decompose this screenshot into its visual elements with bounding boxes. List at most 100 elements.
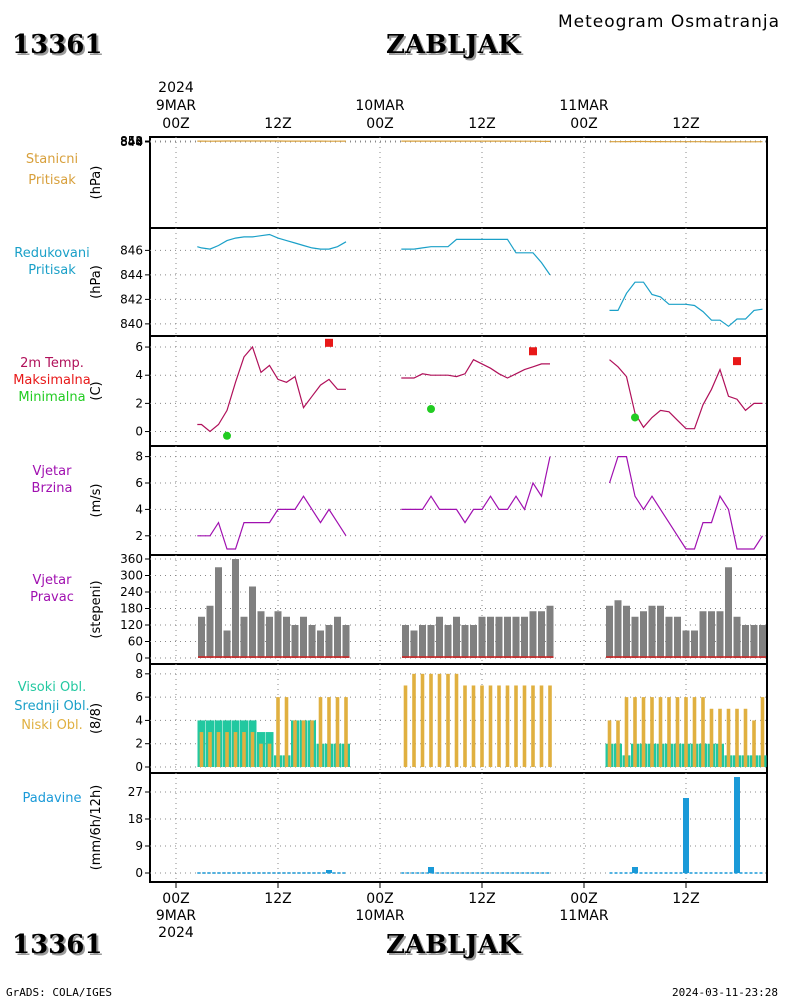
wind-direction-bar bbox=[631, 616, 639, 658]
clouds-label-2: Srednji Obl. bbox=[14, 699, 89, 714]
station-name-bottom: ZABLJAK bbox=[386, 930, 521, 960]
wind-direction-bar bbox=[538, 611, 545, 658]
low-cloud-bar bbox=[446, 673, 450, 767]
stpres-ytick-label: 846 bbox=[120, 135, 143, 149]
stpres-ytick-label: 850 bbox=[120, 134, 143, 148]
low-cloud-bar bbox=[463, 685, 467, 767]
wind-direction-bar bbox=[283, 616, 290, 658]
wind-direction-bar bbox=[546, 605, 554, 658]
generation-timestamp: 2024-03-11-23:28 bbox=[672, 986, 778, 999]
clouds-label-3: Niski Obl. bbox=[21, 718, 83, 733]
wind-direction-bar bbox=[640, 611, 647, 658]
wind-direction-bar bbox=[682, 630, 690, 658]
temp-label-2: Maksimalna bbox=[13, 373, 91, 388]
wspd-ytick-label: 2 bbox=[135, 529, 143, 543]
low-cloud-bar bbox=[624, 697, 629, 767]
wspd-ytick-label: 8 bbox=[135, 450, 143, 464]
low-cloud-bar bbox=[650, 697, 654, 767]
wdir-ytick-label: 120 bbox=[120, 618, 143, 632]
wind-direction-bar bbox=[198, 616, 205, 658]
wind-direction-bar bbox=[223, 630, 231, 658]
temperature-line-1 bbox=[197, 345, 346, 433]
low-cloud-bar bbox=[284, 697, 289, 767]
low-cloud-bar bbox=[267, 743, 272, 767]
precip-ytick-label: 18 bbox=[128, 812, 143, 826]
wdir-unit-label: (stepeni) bbox=[89, 580, 104, 638]
clouds-ytick-label: 2 bbox=[135, 737, 143, 751]
low-cloud-bar bbox=[616, 720, 620, 767]
wind-direction-bar bbox=[325, 625, 333, 658]
bottom-hour-label: 00Z bbox=[366, 891, 393, 907]
low-cloud-bar bbox=[208, 732, 212, 767]
tmax-marker bbox=[733, 357, 741, 366]
low-cloud-bar bbox=[505, 685, 510, 767]
wind-direction-bar bbox=[487, 616, 494, 658]
wspd-ytick-label: 6 bbox=[135, 476, 143, 490]
temp-unit-label: (C) bbox=[89, 381, 104, 400]
temp-ytick-label: 2 bbox=[135, 396, 143, 410]
reduced-pressure-line-1 bbox=[197, 233, 347, 250]
wind-direction-bar bbox=[674, 616, 681, 658]
wind-direction-bar bbox=[300, 616, 307, 658]
low-cloud-bar bbox=[709, 708, 714, 767]
wind-direction-bar bbox=[206, 605, 214, 658]
precip-panel-frame bbox=[149, 772, 768, 883]
wind-direction-bar bbox=[410, 630, 418, 658]
tmin-marker bbox=[631, 413, 639, 422]
grads-credit: GrADS: COLA/IGES bbox=[6, 986, 112, 999]
wind-direction-bar bbox=[470, 625, 477, 658]
bottom-date-label: 9MAR bbox=[156, 908, 197, 924]
top-date-label: 11MAR bbox=[559, 98, 608, 114]
precip-unit-label: (mm/6h/12h) bbox=[89, 785, 104, 871]
low-cloud-bar bbox=[293, 720, 297, 767]
low-cloud-bar bbox=[607, 720, 612, 767]
stpres-ytick-label: 848 bbox=[120, 135, 143, 149]
wdir-label-2: Pravac bbox=[30, 590, 74, 605]
wind-direction-bar bbox=[291, 625, 299, 658]
wind-direction-bar bbox=[240, 616, 248, 658]
low-cloud-bar bbox=[743, 708, 748, 767]
clouds-ytick-label: 0 bbox=[135, 760, 143, 774]
stpres-ytick-label: 844 bbox=[120, 135, 143, 149]
wind-speed-line-1 bbox=[197, 495, 347, 550]
low-cloud-bar bbox=[675, 697, 680, 767]
tmin-marker bbox=[223, 431, 231, 440]
wdir-ytick-label: 360 bbox=[120, 552, 143, 566]
wind-direction-bar bbox=[444, 625, 452, 658]
station-id-bottom: 13361 bbox=[12, 930, 103, 960]
redpres-label-2: Pritisak bbox=[28, 263, 76, 278]
wind-direction-bar bbox=[623, 605, 630, 658]
low-cloud-bar bbox=[718, 708, 722, 767]
wdir-ytick-label: 300 bbox=[120, 569, 143, 583]
wind-direction-bar bbox=[495, 616, 503, 658]
low-cloud-bar bbox=[250, 732, 255, 767]
low-cloud-bar bbox=[199, 732, 204, 767]
wind-direction-bar bbox=[742, 625, 749, 658]
top-hour-label: 00Z bbox=[570, 116, 597, 132]
stpres-label-1: Stanicni bbox=[26, 152, 78, 167]
temp-ytick-label: 4 bbox=[135, 368, 143, 382]
wind-direction-bar bbox=[504, 616, 511, 658]
low-cloud-bar bbox=[658, 697, 663, 767]
bottom-date-label: 11MAR bbox=[559, 908, 608, 924]
temp-ytick-label: 0 bbox=[135, 425, 143, 439]
temp-ytick-label: 6 bbox=[135, 340, 143, 354]
wind-direction-bar bbox=[725, 567, 732, 658]
redpres-panel-frame bbox=[149, 227, 768, 337]
redpres-ytick-label: 846 bbox=[120, 243, 143, 257]
low-cloud-bar bbox=[310, 720, 314, 767]
top-date-label: 9MAR bbox=[156, 98, 197, 114]
station-name-top: ZABLJAK bbox=[386, 30, 521, 60]
wdir-ytick-label: 240 bbox=[120, 585, 143, 599]
wind-direction-bar bbox=[266, 616, 273, 658]
bottom-hour-label: 12Z bbox=[468, 891, 495, 907]
low-cloud-bar bbox=[420, 673, 425, 767]
low-cloud-bar bbox=[480, 685, 484, 767]
wind-direction-bar bbox=[750, 625, 758, 658]
temperature-line-3 bbox=[609, 359, 763, 430]
low-cloud-bar bbox=[344, 697, 348, 767]
wind-direction-bar bbox=[257, 611, 265, 658]
wspd-label-2: Brzina bbox=[32, 481, 73, 496]
wind-direction-bar bbox=[308, 625, 316, 658]
